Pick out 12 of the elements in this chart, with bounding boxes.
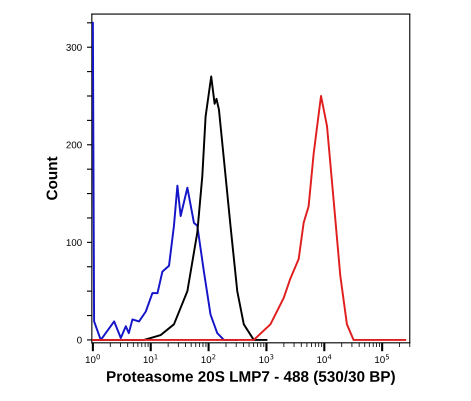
x-tick-label: 10$^{0}$ (86, 354, 100, 364)
x-tick-label: 10$^{5}$ (375, 354, 390, 364)
x-tick-label: 10$^{1}$ (144, 354, 158, 364)
x-tick-label: 10$^{4}$ (317, 354, 332, 364)
x-tick-label: 10$^{3}$ (259, 354, 274, 364)
y-tick-label: 100 (66, 239, 82, 246)
y-tick-label: 300 (66, 44, 82, 51)
x-tick-label: 10$^{2}$ (202, 354, 216, 364)
y-axis-title: Count (46, 156, 58, 200)
x-axis-title: Proteasome 20S LMP7 - 488 (530/30 BP) (107, 370, 395, 385)
y-tick-label: 0 (77, 336, 82, 344)
y-tick-label: 200 (66, 142, 82, 148)
